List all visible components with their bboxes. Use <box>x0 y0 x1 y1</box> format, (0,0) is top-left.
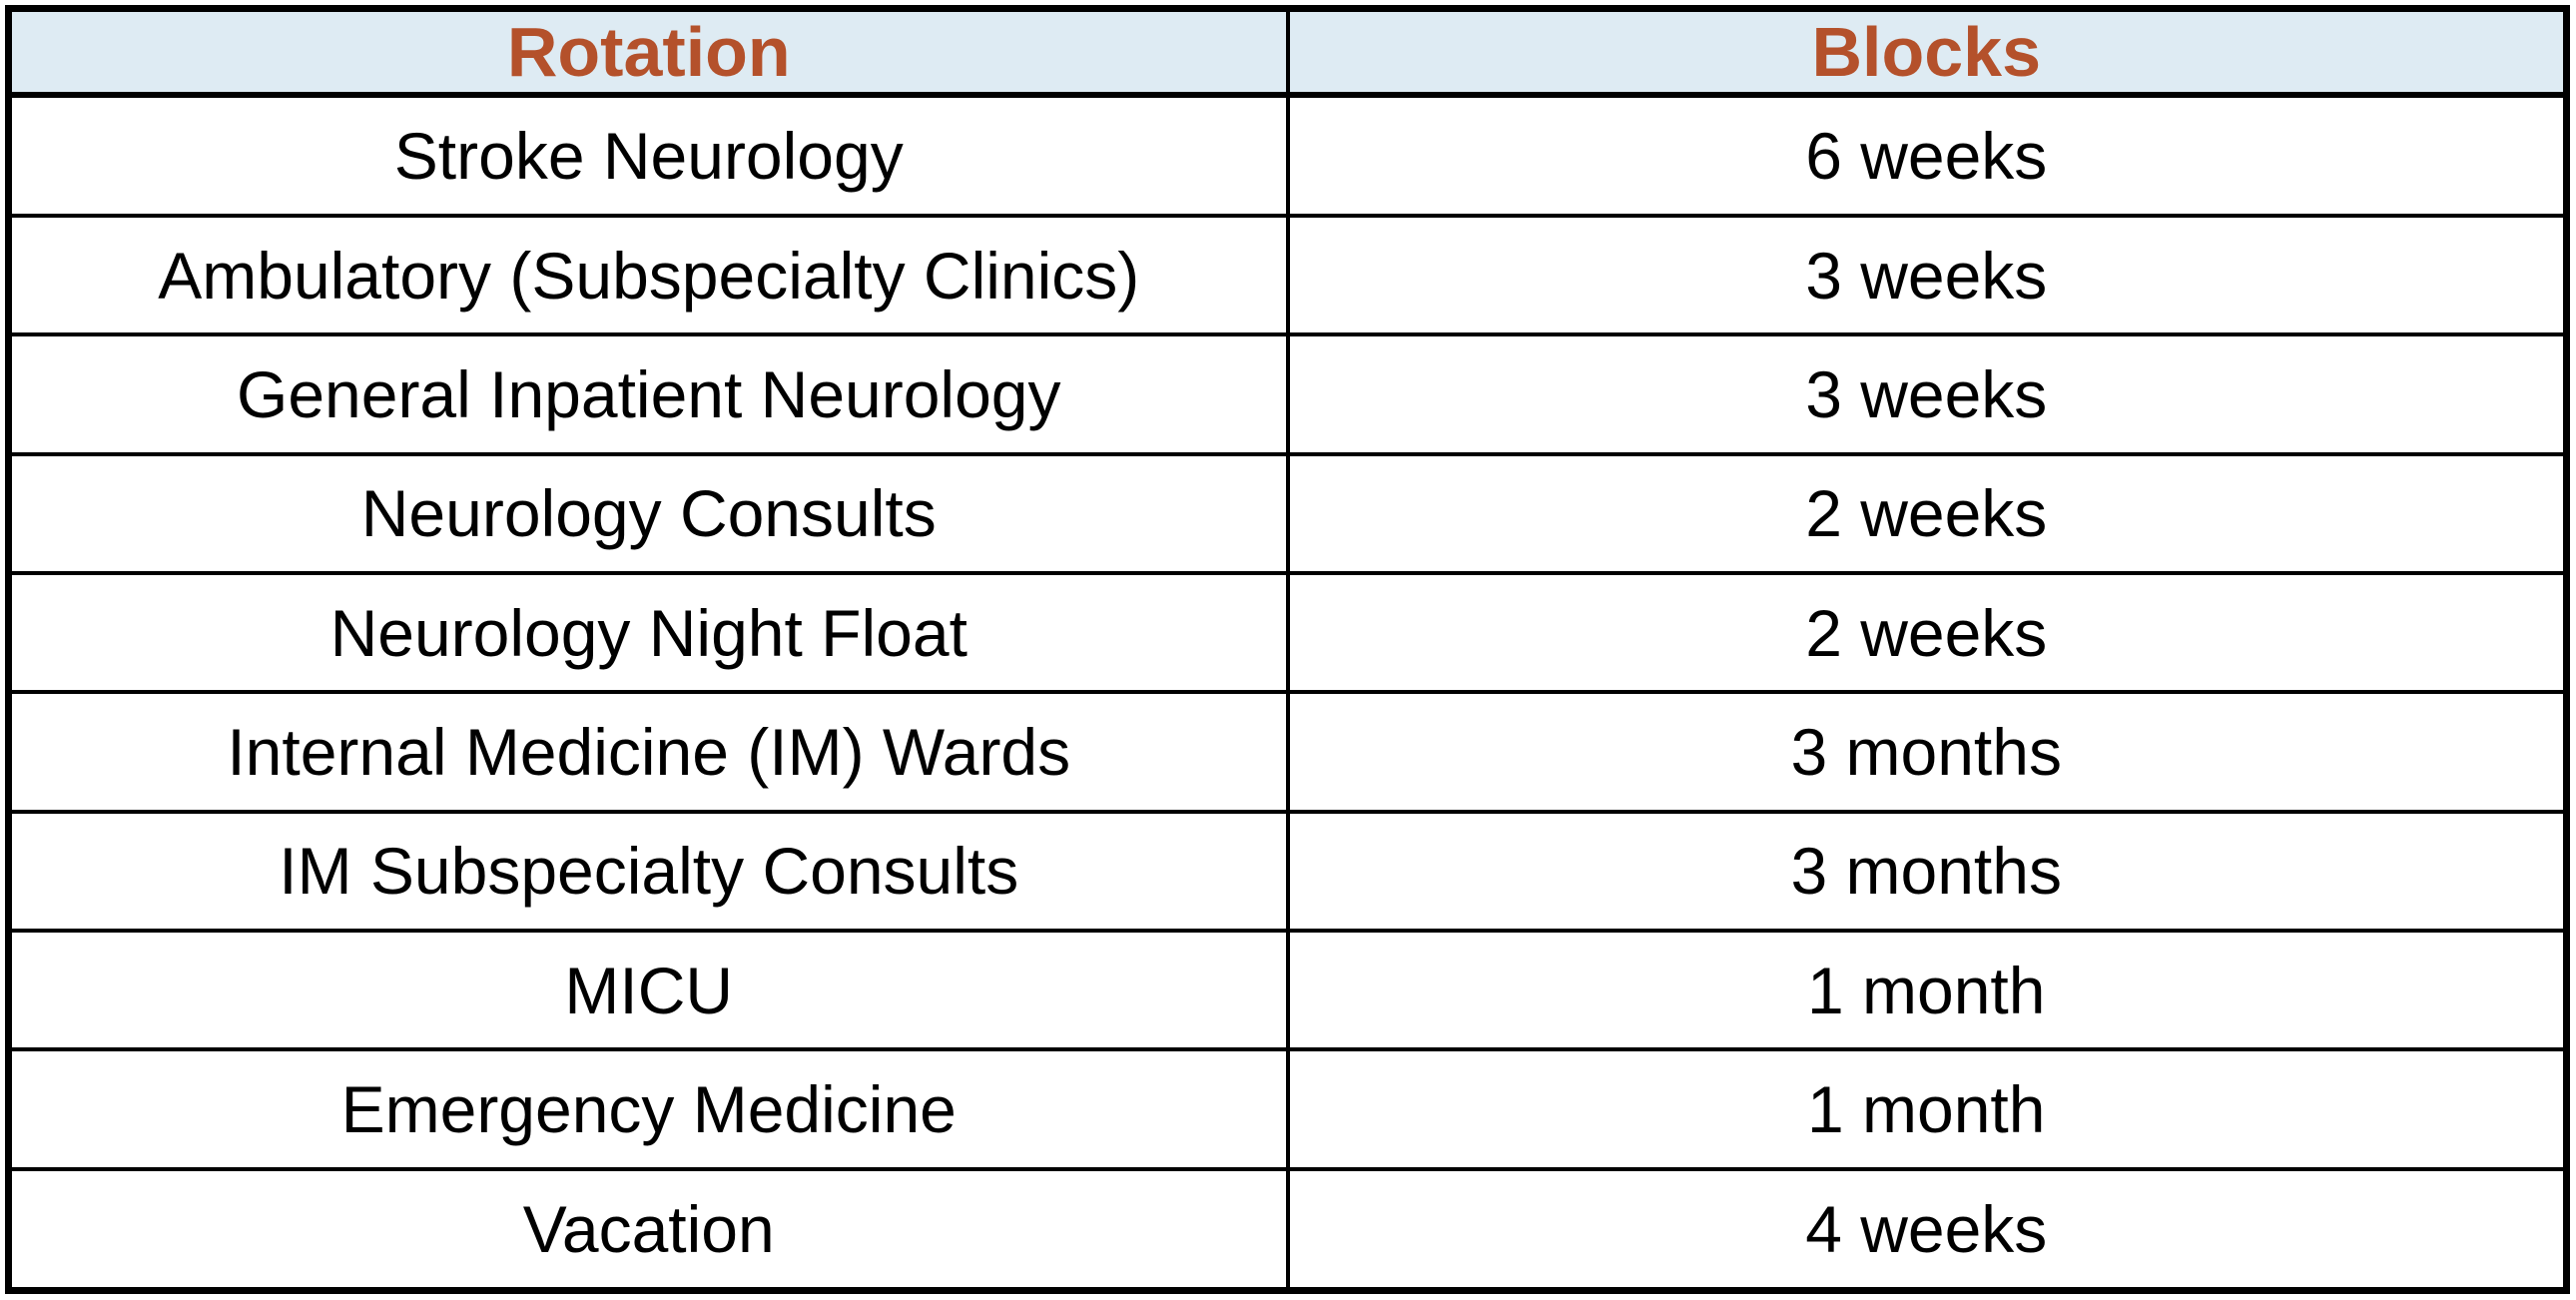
cell-rotation: Internal Medicine (IM) Wards <box>6 690 1290 814</box>
cell-rotation: MICU <box>6 929 1290 1052</box>
cell-blocks: 2 weeks <box>1285 451 2569 575</box>
cell-blocks: 1 month <box>1285 1047 2569 1171</box>
table-row: Emergency Medicine 1 month <box>6 1047 2569 1171</box>
cell-rotation: Emergency Medicine <box>6 1047 1290 1171</box>
header-row: Rotation Blocks <box>6 6 2569 98</box>
header-cell-blocks: Blocks <box>1285 6 2569 98</box>
table-row: IM Subspecialty Consults 3 months <box>6 809 2569 934</box>
cell-rotation: Ambulatory (Subspecialty Clinics) <box>6 213 1290 337</box>
cell-rotation: IM Subspecialty Consults <box>6 809 1290 934</box>
cell-blocks: 2 weeks <box>1285 570 2569 695</box>
table-header: Rotation Blocks <box>6 6 2569 98</box>
cell-blocks: 3 months <box>1285 809 2569 934</box>
cell-rotation: Vacation <box>6 1166 1290 1293</box>
cell-blocks: 3 weeks <box>1285 213 2569 337</box>
header-cell-rotation: Rotation <box>6 6 1290 98</box>
table-row: Ambulatory (Subspecialty Clinics) 3 week… <box>6 213 2569 337</box>
cell-blocks: 1 month <box>1285 929 2569 1052</box>
table-row: Neurology Night Float 2 weeks <box>6 570 2569 695</box>
cell-blocks: 3 weeks <box>1285 332 2569 456</box>
cell-blocks: 4 weeks <box>1285 1166 2569 1293</box>
cell-rotation: Neurology Consults <box>6 451 1290 575</box>
table-body: Stroke Neurology 6 weeks Ambulatory (Sub… <box>6 93 2569 1293</box>
rotation-schedule-table: Rotation Blocks Stroke Neurology 6 weeks… <box>5 5 2570 1294</box>
cell-rotation: Neurology Night Float <box>6 570 1290 695</box>
table-row: Stroke Neurology 6 weeks <box>6 93 2569 218</box>
table-row: Neurology Consults 2 weeks <box>6 451 2569 575</box>
cell-blocks: 3 months <box>1285 690 2569 814</box>
table-row: Vacation 4 weeks <box>6 1166 2569 1293</box>
cell-blocks: 6 weeks <box>1285 93 2569 218</box>
cell-rotation: Stroke Neurology <box>6 93 1290 218</box>
table-row: Internal Medicine (IM) Wards 3 months <box>6 690 2569 814</box>
table-row: MICU 1 month <box>6 929 2569 1052</box>
cell-rotation: General Inpatient Neurology <box>6 332 1290 456</box>
table-row: General Inpatient Neurology 3 weeks <box>6 332 2569 456</box>
